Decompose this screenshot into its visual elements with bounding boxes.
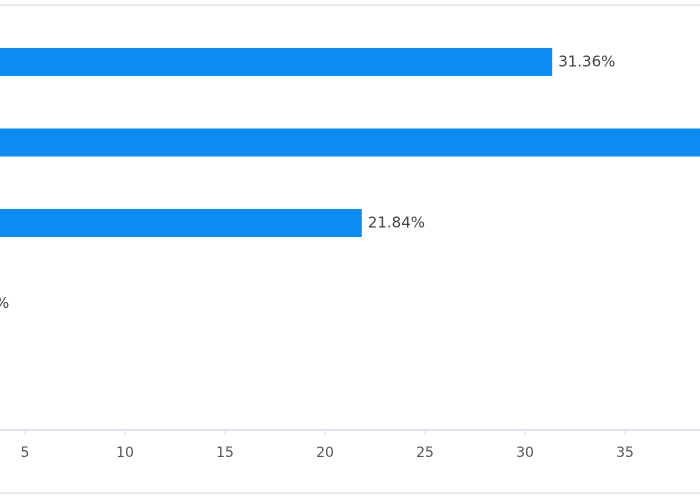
value-label: 21.84% bbox=[368, 214, 425, 232]
x-tick-label: 35 bbox=[616, 445, 634, 461]
x-tick-label: 25 bbox=[416, 445, 434, 461]
x-tick-label: 20 bbox=[316, 445, 334, 461]
bar bbox=[0, 128, 700, 157]
bar bbox=[0, 48, 553, 76]
value-label: 1.53% bbox=[0, 294, 9, 312]
x-tick-label: 5 bbox=[21, 445, 30, 461]
x-tick-label: 10 bbox=[116, 445, 134, 461]
x-tick-label: 30 bbox=[516, 445, 534, 461]
value-label: 31.36% bbox=[558, 53, 615, 71]
bar bbox=[0, 209, 362, 237]
x-tick-label: 15 bbox=[216, 445, 234, 461]
